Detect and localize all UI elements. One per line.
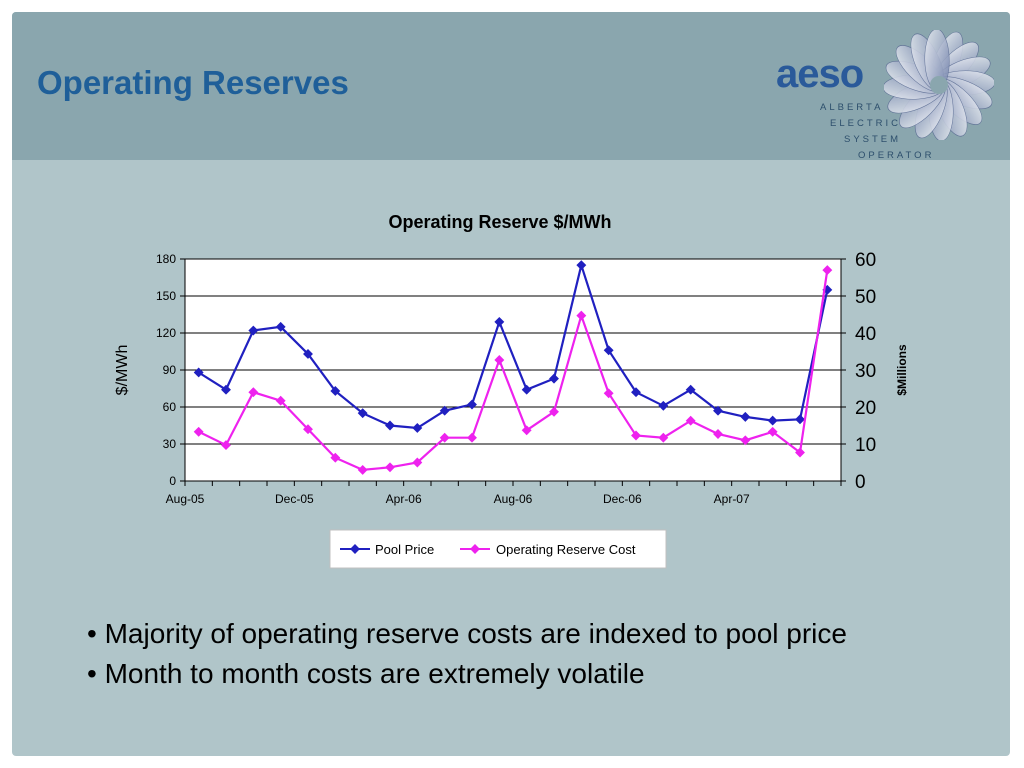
legend-pool-price-label: Pool Price <box>375 542 434 557</box>
data-point <box>685 415 696 426</box>
y-axis-left-ticks: 0 30 60 90 120 150 180 <box>156 252 185 488</box>
data-point <box>412 423 423 433</box>
series-line-1 <box>198 269 829 472</box>
series-lines <box>193 260 833 475</box>
data-point <box>385 420 395 431</box>
data-point <box>357 408 368 419</box>
data-point <box>795 414 805 425</box>
data-point <box>494 355 505 365</box>
data-point <box>467 432 477 443</box>
data-point <box>248 325 259 336</box>
data-point <box>439 432 450 443</box>
data-point <box>193 367 204 378</box>
data-point <box>767 415 778 426</box>
logo-wordmark: aeso <box>776 52 864 96</box>
header-band: Operating Reserves aeso ALBERTA ELECTRIC… <box>12 12 1010 161</box>
y2-tick-label: 40 <box>855 324 876 345</box>
x-tick-label: Dec-06 <box>603 492 642 506</box>
slide: Operating Reserves aeso ALBERTA ELECTRIC… <box>12 12 1010 756</box>
logo-line-4: OPERATOR <box>858 150 935 161</box>
x-tick-label: Aug-06 <box>494 492 533 506</box>
data-point <box>603 388 614 399</box>
y2-tick-label: 30 <box>855 361 876 382</box>
x-tick-label: Aug-05 <box>166 492 205 506</box>
data-point <box>685 384 696 395</box>
data-point <box>767 426 778 437</box>
y2-tick-label: 60 <box>855 250 876 271</box>
logo-line-1: ALBERTA <box>820 102 884 113</box>
logo-line-3: SYSTEM <box>844 134 902 145</box>
data-point <box>603 345 614 356</box>
data-point <box>658 432 669 443</box>
data-point <box>494 316 505 327</box>
x-tick-label: Apr-06 <box>386 492 422 506</box>
data-point <box>330 386 341 396</box>
y-tick-label: 120 <box>156 326 176 340</box>
legend-box <box>329 529 667 569</box>
data-point <box>822 265 833 276</box>
y2-tick-label: 0 <box>855 472 866 493</box>
legend-reserve-cost-marker <box>470 544 480 554</box>
data-point <box>740 435 751 446</box>
aeso-logo: aeso ALBERTA ELECTRIC SYSTEM OPERATOR <box>772 28 1002 161</box>
y2-tick-label: 20 <box>855 398 876 419</box>
data-point <box>385 462 395 473</box>
series-line-0 <box>198 261 829 430</box>
page-title: Operating Reserves <box>37 64 349 101</box>
data-point <box>549 373 559 384</box>
x-tick-label: Apr-07 <box>714 492 750 506</box>
swirl-center <box>930 76 948 94</box>
data-point <box>549 406 559 417</box>
data-point <box>467 399 477 410</box>
y-tick-label: 60 <box>163 400 177 414</box>
y-axis-right-label: $Millions <box>895 344 909 396</box>
data-point <box>713 405 723 416</box>
data-point <box>330 452 341 463</box>
y-tick-label: 30 <box>163 437 177 451</box>
data-point <box>576 310 587 321</box>
y-axis-right-ticks: 0 10 20 30 40 50 60 <box>841 250 876 493</box>
data-point <box>193 426 204 437</box>
data-point <box>303 424 313 435</box>
data-point <box>576 260 587 271</box>
legend-reserve-cost-label: Operating Reserve Cost <box>496 542 636 557</box>
data-point <box>248 387 259 398</box>
data-point <box>412 457 423 468</box>
data-point <box>275 395 286 406</box>
chart-title: Operating Reserve $/MWh <box>388 212 611 232</box>
y2-tick-label: 50 <box>855 287 876 308</box>
bullet-item: • Majority of operating reserve costs ar… <box>87 618 847 649</box>
legend-pool-price-marker <box>350 544 360 554</box>
y-tick-label: 150 <box>156 289 176 303</box>
data-point <box>221 440 231 451</box>
operating-reserve-chart: Operating Reserve $/MWh 0 30 60 90 120 150 180… <box>114 212 909 569</box>
data-point <box>631 430 641 441</box>
data-point <box>521 425 532 436</box>
logo-line-2: ELECTRIC <box>830 118 901 129</box>
bullet-list: • Majority of operating reserve costs ar… <box>87 614 967 694</box>
bullet-item: • Month to month costs are extremely vol… <box>87 658 645 689</box>
data-point <box>275 321 286 332</box>
data-point <box>303 349 313 359</box>
y-tick-label: 180 <box>156 252 176 266</box>
x-tick-label: Dec-05 <box>275 492 314 506</box>
data-point <box>221 384 231 395</box>
y2-tick-label: 10 <box>855 435 876 456</box>
y-tick-label: 0 <box>169 474 176 488</box>
swirl-logo-icon <box>884 30 994 140</box>
x-axis-ticks: Aug-05 Dec-05 Apr-06 Aug-06 Dec-06 Apr-07 <box>166 481 842 506</box>
y-tick-label: 90 <box>163 363 177 377</box>
data-point <box>795 447 805 458</box>
data-point <box>740 411 751 422</box>
data-point <box>631 387 641 398</box>
data-point <box>658 400 669 411</box>
data-point <box>439 405 450 416</box>
data-point <box>713 429 723 439</box>
data-point <box>357 464 368 475</box>
y-axis-left-label: $/MWh <box>114 345 131 396</box>
legend: Pool Price Operating Reserve Cost <box>329 529 667 569</box>
